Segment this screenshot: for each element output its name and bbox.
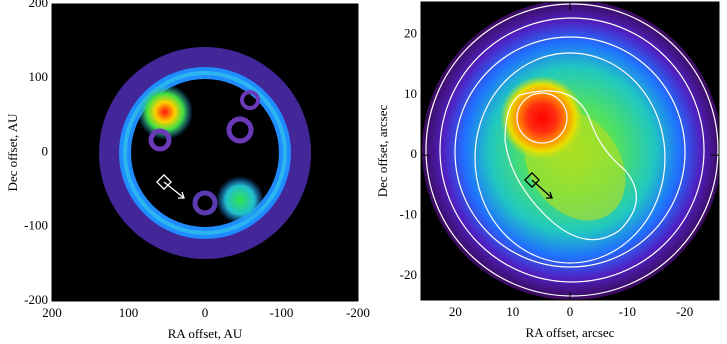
x-tick-label: -10	[619, 304, 636, 319]
y-tick-label: -20	[400, 267, 417, 282]
x-axis-label: RA offset, arcsec	[526, 325, 615, 340]
y-tick-label: 100	[29, 69, 49, 84]
x-tick-label: -100	[270, 305, 294, 320]
y-tick-label: 10	[404, 86, 417, 101]
image-right	[421, 2, 719, 300]
y-tick-label: -100	[24, 218, 48, 233]
x-tick-label: -20	[676, 304, 693, 319]
x-tick-label: 200	[42, 305, 62, 320]
x-tick-label: 20	[449, 304, 462, 319]
x-axis-label: RA offset, AU	[168, 326, 243, 341]
y-tick-label: 0	[42, 143, 49, 158]
x-tick-label: 10	[506, 304, 519, 319]
y-axis-label: Dec offset, AU	[5, 113, 20, 192]
y-tick-label: -10	[400, 207, 417, 222]
y-tick-label: 20	[404, 26, 417, 41]
y-tick-label: 0	[411, 146, 418, 161]
x-tick-label: -200	[346, 305, 370, 320]
x-tick-label: 0	[202, 305, 209, 320]
y-axis-label: Dec offset, arcsec	[375, 105, 390, 198]
x-tick-label: 0	[567, 304, 574, 319]
x-tick-label: 100	[119, 305, 139, 320]
image-left	[52, 4, 358, 301]
y-tick-label: -200	[24, 292, 48, 307]
y-tick-label: 200	[29, 0, 49, 10]
